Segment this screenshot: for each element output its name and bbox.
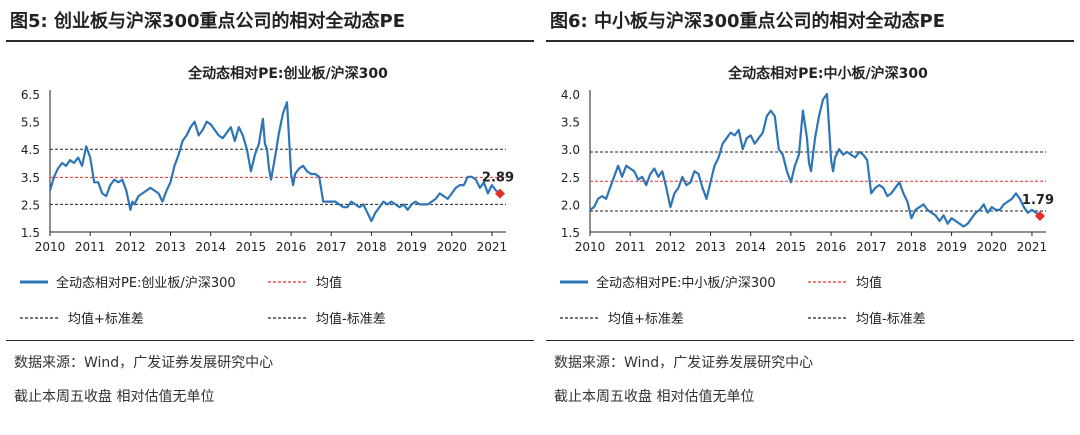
legend-series-label: 全动态相对PE:中小板/沪深300 bbox=[596, 275, 776, 291]
x-tick-label: 2018 bbox=[356, 240, 387, 254]
x-tick-label: 2021 bbox=[1017, 240, 1048, 254]
x-tick-label: 2016 bbox=[816, 240, 847, 254]
x-tick-label: 2011 bbox=[615, 240, 646, 254]
note-line: 截止本周五收盘 相对估值无单位 bbox=[554, 389, 755, 405]
latest-value-label: 2.89 bbox=[482, 171, 514, 186]
source-line: 数据来源：Wind，广发证券发展研究中心 bbox=[554, 355, 814, 371]
x-tick-label: 2016 bbox=[276, 240, 307, 254]
y-tick-label: 2.0 bbox=[561, 198, 580, 212]
x-tick-label: 2020 bbox=[436, 240, 467, 254]
title-rule bbox=[6, 40, 534, 42]
y-tick-label: 1.5 bbox=[561, 226, 580, 240]
figure-title: 图5: 创业板与沪深300重点公司的相对全动态PE bbox=[10, 11, 406, 32]
x-tick-label: 2015 bbox=[776, 240, 807, 254]
x-tick-label: 2014 bbox=[195, 240, 226, 254]
x-tick-label: 2019 bbox=[396, 240, 427, 254]
note-line: 截止本周五收盘 相对估值无单位 bbox=[14, 389, 215, 405]
x-tick-label: 2014 bbox=[735, 240, 766, 254]
x-tick-label: 2017 bbox=[316, 240, 347, 254]
y-tick-label: 2.5 bbox=[21, 198, 40, 212]
legend-upper-label: 均值+标准差 bbox=[68, 311, 144, 327]
chart-title: 全动态相对PE:创业板/沪深300 bbox=[187, 65, 388, 82]
legend-upper-label: 均值+标准差 bbox=[608, 311, 684, 327]
x-tick-label: 2020 bbox=[976, 240, 1007, 254]
x-tick-label: 2010 bbox=[35, 240, 66, 254]
y-tick-label: 4.0 bbox=[561, 88, 580, 102]
legend-mean-label: 均值 bbox=[856, 275, 882, 291]
x-tick-label: 2015 bbox=[236, 240, 267, 254]
x-tick-label: 2013 bbox=[155, 240, 186, 254]
x-tick-label: 2010 bbox=[575, 240, 606, 254]
latest-point-marker bbox=[494, 188, 505, 199]
y-tick-label: 3.5 bbox=[21, 171, 40, 185]
figure-panel-left: 图5: 创业板与沪深300重点公司的相对全动态PE 全动态相对PE:创业板/沪深… bbox=[6, 0, 534, 435]
legend-lower-label: 均值-标准差 bbox=[316, 311, 386, 327]
legend-mean-label: 均值 bbox=[316, 275, 342, 291]
series-line bbox=[589, 92, 1041, 228]
x-tick-label: 2021 bbox=[477, 240, 508, 254]
y-tick-label: 6.5 bbox=[21, 88, 40, 102]
x-tick-label: 2012 bbox=[655, 240, 686, 254]
source-line: 数据来源：Wind，广发证券发展研究中心 bbox=[14, 355, 274, 371]
title-rule bbox=[546, 40, 1074, 42]
source-rule bbox=[6, 340, 534, 341]
x-tick-label: 2011 bbox=[75, 240, 106, 254]
y-tick-label: 3.5 bbox=[561, 116, 580, 130]
figure-title: 图6: 中小板与沪深300重点公司的相对全动态PE bbox=[550, 11, 946, 32]
x-tick-label: 2018 bbox=[896, 240, 927, 254]
source-rule bbox=[546, 340, 1074, 341]
y-tick-label: 3.0 bbox=[561, 143, 580, 157]
series-line bbox=[48, 101, 501, 223]
legend-lower-label: 均值-标准差 bbox=[856, 311, 926, 327]
x-tick-label: 2017 bbox=[856, 240, 887, 254]
legend-series-label: 全动态相对PE:创业板/沪深300 bbox=[56, 275, 236, 291]
chart-title: 全动态相对PE:中小板/沪深300 bbox=[727, 65, 928, 82]
figure-panel-right: 图6: 中小板与沪深300重点公司的相对全动态PE 全动态相对PE:中小板/沪深… bbox=[546, 0, 1074, 435]
latest-point-marker bbox=[1034, 210, 1045, 221]
x-tick-label: 2013 bbox=[695, 240, 726, 254]
x-tick-label: 2019 bbox=[936, 240, 967, 254]
x-tick-label: 2012 bbox=[115, 240, 146, 254]
y-tick-label: 2.5 bbox=[561, 171, 580, 185]
y-tick-label: 4.5 bbox=[21, 143, 40, 157]
y-tick-label: 1.5 bbox=[21, 226, 40, 240]
latest-value-label: 1.79 bbox=[1022, 193, 1054, 208]
y-tick-label: 5.5 bbox=[21, 116, 40, 130]
